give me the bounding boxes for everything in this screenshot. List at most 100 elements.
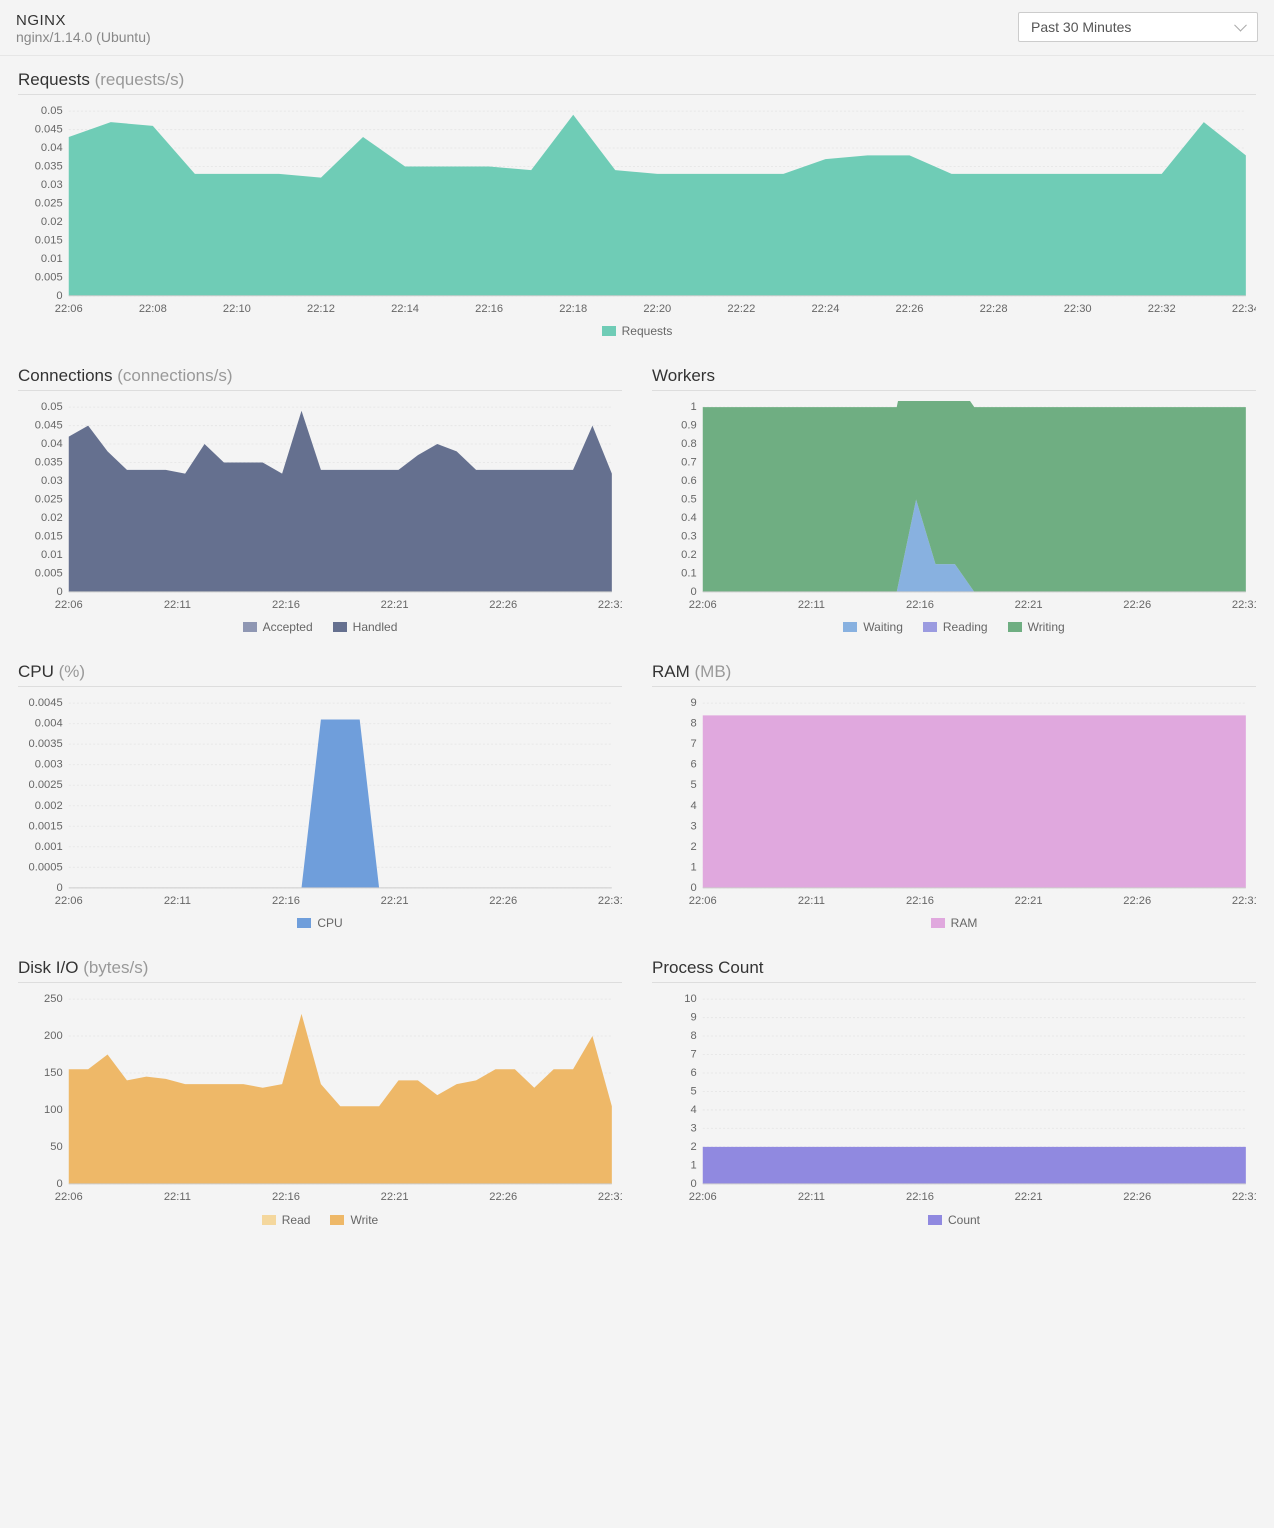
connections-legend: Accepted Handled [18,620,622,634]
legend-item[interactable]: Reading [923,620,988,634]
svg-text:5: 5 [690,780,696,792]
svg-text:0.05: 0.05 [41,105,63,117]
svg-text:6: 6 [690,759,696,771]
legend-item[interactable]: Handled [333,620,398,634]
svg-text:22:31: 22:31 [598,1192,622,1204]
time-range-value: Past 30 Minutes [1031,19,1131,35]
legend-item[interactable]: Waiting [843,620,903,634]
ram-panel: RAM (MB) 012345678922:0622:1122:1622:212… [652,662,1256,930]
svg-text:22:06: 22:06 [55,599,83,611]
svg-text:1: 1 [690,401,696,413]
svg-text:22:06: 22:06 [689,599,717,611]
svg-text:22:06: 22:06 [55,303,83,315]
svg-text:0.004: 0.004 [35,718,63,730]
svg-text:22:06: 22:06 [689,895,717,907]
svg-text:0.01: 0.01 [41,549,63,561]
svg-text:22:20: 22:20 [643,303,671,315]
svg-text:0.2: 0.2 [681,549,697,561]
panel-divider [18,94,1256,95]
svg-text:0: 0 [56,882,62,894]
panel-divider [652,982,1256,983]
workers-panel: Workers 00.10.20.30.40.50.60.70.80.9122:… [652,366,1256,634]
legend-item[interactable]: Read [262,1213,311,1227]
panel-title-text: CPU [18,662,54,681]
svg-text:0.0035: 0.0035 [29,738,63,750]
svg-text:0.015: 0.015 [35,531,63,543]
svg-text:22:30: 22:30 [1064,303,1092,315]
app-subtitle: nginx/1.14.0 (Ubuntu) [16,29,151,45]
svg-text:0.0005: 0.0005 [29,862,63,874]
svg-text:0: 0 [56,1178,62,1190]
cpu-panel: CPU (%) 00.00050.0010.00150.0020.00250.0… [18,662,622,930]
legend-item[interactable]: Write [330,1213,378,1227]
panel-title: Disk I/O (bytes/s) [18,958,622,978]
svg-text:0.1: 0.1 [681,568,697,580]
panel-title-unit: (requests/s) [95,70,185,89]
count-legend: Count [652,1213,1256,1227]
legend-label: RAM [951,916,978,930]
svg-text:7: 7 [690,1049,696,1061]
svg-text:22:31: 22:31 [1232,895,1256,907]
disk-chart: 05010015020025022:0622:1122:1622:2122:26… [18,993,622,1206]
svg-text:0.0015: 0.0015 [29,821,63,833]
panel-title: Process Count [652,958,1256,978]
svg-text:0: 0 [690,1178,696,1190]
svg-text:0: 0 [56,290,62,302]
panel-title: Workers [652,366,1256,386]
dashboard-content: Requests (requests/s) 0 0.005 0.01 0.015 0.0… [0,56,1274,1269]
workers-legend: Waiting Reading Writing [652,620,1256,634]
panel-title: Requests (requests/s) [18,70,1256,90]
svg-text:22:16: 22:16 [906,599,934,611]
svg-text:0.025: 0.025 [35,197,63,209]
svg-text:22:26: 22:26 [489,599,517,611]
svg-text:0.5: 0.5 [681,494,697,506]
panel-title-unit: (%) [59,662,85,681]
app-title: NGINX [16,12,151,29]
svg-text:5: 5 [690,1086,696,1098]
svg-text:22:16: 22:16 [272,599,300,611]
svg-text:0.02: 0.02 [41,512,63,524]
svg-text:0.7: 0.7 [681,457,697,469]
svg-text:0.05: 0.05 [41,401,63,413]
svg-text:0.02: 0.02 [41,216,63,228]
legend-item[interactable]: RAM [931,916,978,930]
legend-item[interactable]: Requests [602,324,673,338]
svg-text:22:11: 22:11 [798,895,825,907]
svg-text:0.035: 0.035 [35,161,63,173]
svg-text:22:21: 22:21 [1015,599,1043,611]
legend-label: Count [948,1213,980,1227]
legend-label: Handled [353,620,398,634]
svg-text:0.001: 0.001 [35,841,63,853]
svg-text:22:08: 22:08 [139,303,167,315]
svg-text:22:28: 22:28 [980,303,1008,315]
svg-text:0.9: 0.9 [681,420,697,432]
svg-text:4: 4 [690,800,696,812]
svg-text:22:31: 22:31 [1232,599,1256,611]
svg-text:0.4: 0.4 [681,512,697,524]
svg-text:22:31: 22:31 [1232,1192,1256,1204]
panel-title-text: Connections [18,366,113,385]
legend-label: Read [282,1213,311,1227]
panel-title-unit: (MB) [695,662,732,681]
svg-text:22:16: 22:16 [272,895,300,907]
legend-item[interactable]: Writing [1008,620,1065,634]
legend-item[interactable]: Accepted [243,620,313,634]
panel-title-unit: (connections/s) [117,366,232,385]
workers-chart: 00.10.20.30.40.50.60.70.80.9122:0622:112… [652,401,1256,614]
svg-text:0.045: 0.045 [35,124,63,136]
legend-label: CPU [317,916,342,930]
svg-text:22:16: 22:16 [475,303,503,315]
svg-text:100: 100 [44,1104,63,1116]
time-range-select[interactable]: Past 30 Minutes [1018,12,1258,42]
svg-text:22:22: 22:22 [727,303,755,315]
panel-divider [18,686,622,687]
svg-text:22:32: 22:32 [1148,303,1176,315]
legend-item[interactable]: Count [928,1213,980,1227]
svg-text:0.025: 0.025 [35,494,63,506]
svg-text:22:16: 22:16 [272,1192,300,1204]
svg-text:22:11: 22:11 [164,1192,191,1204]
svg-text:0.005: 0.005 [35,271,63,283]
svg-text:0: 0 [56,586,62,598]
panel-title-text: RAM [652,662,690,681]
legend-item[interactable]: CPU [297,916,342,930]
